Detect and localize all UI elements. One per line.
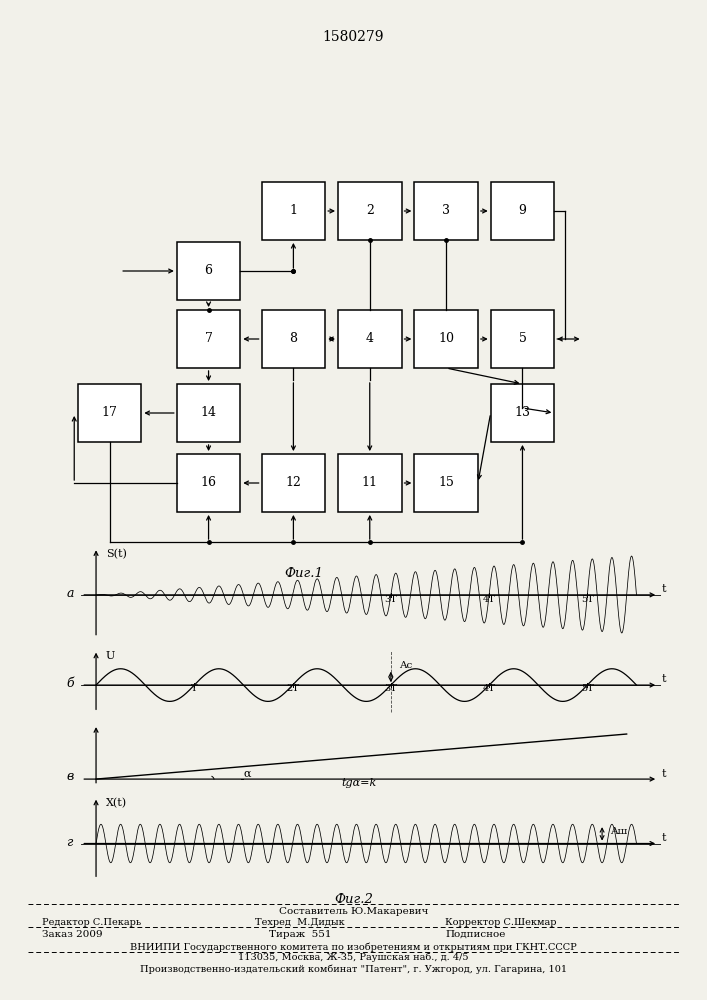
Text: 4T: 4T <box>483 684 496 693</box>
Bar <box>262 182 325 240</box>
Bar <box>491 182 554 240</box>
Bar <box>414 454 478 512</box>
Text: 1580279: 1580279 <box>323 30 384 44</box>
Bar <box>262 310 325 368</box>
Text: 5T: 5T <box>581 684 594 693</box>
Text: 2T: 2T <box>286 684 299 693</box>
Text: t: t <box>662 833 667 843</box>
Text: 3T: 3T <box>385 595 397 604</box>
Text: 3: 3 <box>442 205 450 218</box>
Text: Ac: Ac <box>399 661 412 670</box>
Text: T: T <box>191 684 198 693</box>
Bar <box>338 454 402 512</box>
Text: 11: 11 <box>362 477 378 489</box>
Text: 15: 15 <box>438 477 454 489</box>
Bar <box>338 310 402 368</box>
Text: Тираж  551: Тираж 551 <box>269 930 331 939</box>
Text: ВНИИПИ Государственного комитета по изобретениям и открытиям при ГКНТ.СССР: ВНИИПИ Государственного комитета по изоб… <box>130 942 577 952</box>
Text: Техред  М.Дидык: Техред М.Дидык <box>255 918 344 927</box>
Text: 6: 6 <box>204 264 213 277</box>
Bar <box>491 310 554 368</box>
Text: t: t <box>662 674 667 684</box>
Text: Производственно-издательский комбинат "Патент", г. Ужгород, ул. Гагарина, 101: Производственно-издательский комбинат "П… <box>140 964 567 974</box>
Text: 16: 16 <box>201 477 216 489</box>
Text: 1: 1 <box>289 205 298 218</box>
Text: 9: 9 <box>518 205 527 218</box>
Text: 4T: 4T <box>483 595 496 604</box>
Text: X(t): X(t) <box>106 798 127 808</box>
Text: Подписное: Подписное <box>445 930 506 939</box>
Text: 10: 10 <box>438 332 454 346</box>
Text: 14: 14 <box>201 406 216 419</box>
Text: 4: 4 <box>366 332 374 346</box>
Bar <box>414 182 478 240</box>
Text: 5: 5 <box>518 332 527 346</box>
Text: 7: 7 <box>204 332 213 346</box>
Text: Фиг.2: Фиг.2 <box>334 893 373 906</box>
Bar <box>177 384 240 442</box>
Text: 5T: 5T <box>581 595 594 604</box>
Bar <box>177 310 240 368</box>
Text: г: г <box>66 836 73 849</box>
Text: 2: 2 <box>366 205 374 218</box>
Bar <box>177 454 240 512</box>
Text: в: в <box>66 770 74 783</box>
Text: Составитель Ю.Макаревич: Составитель Ю.Макаревич <box>279 907 428 916</box>
Bar <box>414 310 478 368</box>
Text: α: α <box>243 769 251 779</box>
Bar <box>177 242 240 300</box>
Text: 8: 8 <box>289 332 298 346</box>
Text: б: б <box>66 677 74 690</box>
Text: t: t <box>662 769 667 779</box>
Text: 113035, Москва, Ж-35, Раушская наб., д. 4/5: 113035, Москва, Ж-35, Раушская наб., д. … <box>238 953 469 962</box>
Bar <box>338 182 402 240</box>
Bar <box>491 384 554 442</box>
Text: tgα=k: tgα=k <box>341 778 377 788</box>
Text: U: U <box>106 651 115 661</box>
Text: Заказ 2009: Заказ 2009 <box>42 930 103 939</box>
Text: t: t <box>662 584 667 594</box>
Text: Корректор С.Шекмар: Корректор С.Шекмар <box>445 918 557 927</box>
Text: Aш: Aш <box>610 827 627 836</box>
Bar <box>78 384 141 442</box>
Text: S(t): S(t) <box>106 549 127 559</box>
Text: 3T: 3T <box>385 684 397 693</box>
Text: Редактор С.Пекарь: Редактор С.Пекарь <box>42 918 141 927</box>
Text: 12: 12 <box>286 477 301 489</box>
Text: Фиг.1: Фиг.1 <box>285 567 323 580</box>
Text: a: a <box>66 587 74 600</box>
Text: 17: 17 <box>102 406 117 419</box>
Bar <box>262 454 325 512</box>
Text: 13: 13 <box>515 406 530 419</box>
